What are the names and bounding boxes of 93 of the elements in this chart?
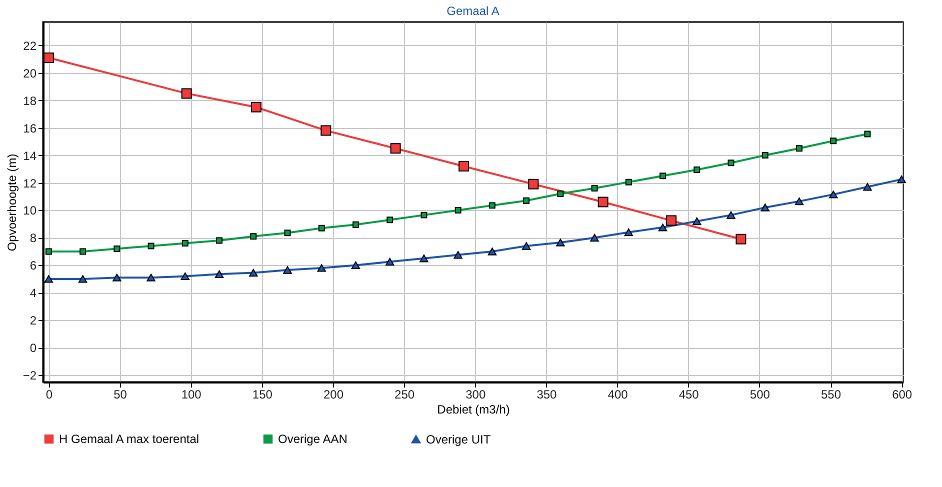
point [318,224,325,232]
point [182,240,188,246]
point [214,270,224,278]
y-tick-label: 0 [30,341,37,356]
point [250,102,262,112]
point [454,207,462,214]
y-tick-label: 18 [23,94,37,108]
point [897,175,906,184]
y-tick-label: 16 [23,121,37,136]
point [148,242,154,250]
point [658,224,668,232]
point [283,266,292,274]
point [528,178,539,190]
y-tick-label: 10 [23,204,37,218]
x-tick-label: 450 [678,388,700,402]
point [45,248,52,255]
y-tick-label: 8 [30,231,37,246]
point [386,216,394,224]
point [692,217,702,226]
point [828,190,838,198]
point [43,52,54,63]
x-tick-label: 0 [46,388,53,402]
point [180,272,190,280]
point [317,264,326,272]
x-tick-label: 100 [181,388,202,402]
point [351,261,360,270]
point [114,245,120,252]
point [864,130,871,138]
point [728,160,734,166]
x-tick-label: 200 [323,388,344,402]
y-tick-label: 14 [23,148,37,163]
legend-label: Overige AAN [278,432,348,446]
x-tick-label: 500 [750,388,770,402]
legend-label: Overige UIT [426,432,492,446]
point [216,237,222,244]
x-tick-label: 550 [820,388,842,402]
point [660,172,666,180]
point [556,238,565,246]
x-tick-label: 350 [536,388,558,402]
point [624,228,634,236]
y-tick-label: 4 [30,286,37,300]
point [666,215,677,226]
y-tick-label: 12 [23,176,37,190]
y-tick-label: 6 [30,258,37,273]
x-tick-label: 50 [114,388,128,402]
point [112,274,122,282]
x-axis-title: Debiet (m3/h) [437,402,510,416]
x-tick-label: 300 [466,388,486,402]
point [863,183,872,191]
point [694,166,700,173]
x-tick-label: 250 [394,388,415,402]
point [420,254,428,262]
point [726,211,736,219]
legend-label: H Gemaal A max toerental [59,432,200,446]
point [385,258,394,266]
point [44,275,54,283]
point [762,152,768,159]
point [794,197,804,206]
point [249,268,258,277]
point [557,190,564,197]
point [250,233,257,240]
point [523,197,530,204]
point [590,234,599,242]
point [390,143,401,154]
point [625,178,632,186]
point [598,196,608,208]
point [458,161,470,172]
point [522,242,531,250]
point [284,230,291,236]
x-tick-label: 600 [892,388,912,402]
point [181,88,192,99]
point [488,248,497,256]
chart-title: Gemaal A [446,4,500,18]
x-tick-label: 150 [252,388,273,402]
point [454,251,462,259]
point [736,234,746,244]
y-axis-title: Opvoerhoogte (m) [4,154,19,252]
point [352,221,359,228]
point [796,145,802,152]
y-tick-label: 20 [23,66,37,80]
point [830,138,837,144]
point [320,125,332,136]
point [78,275,88,283]
point [420,212,428,218]
x-tick-label: 400 [608,388,628,402]
point [488,202,496,209]
point [760,204,770,212]
y-tick-label: 2 [30,314,37,328]
point [80,248,86,255]
point [591,185,598,192]
y-tick-label: −2 [22,368,37,383]
y-tick-label: 22 [23,38,37,53]
point [146,274,156,282]
